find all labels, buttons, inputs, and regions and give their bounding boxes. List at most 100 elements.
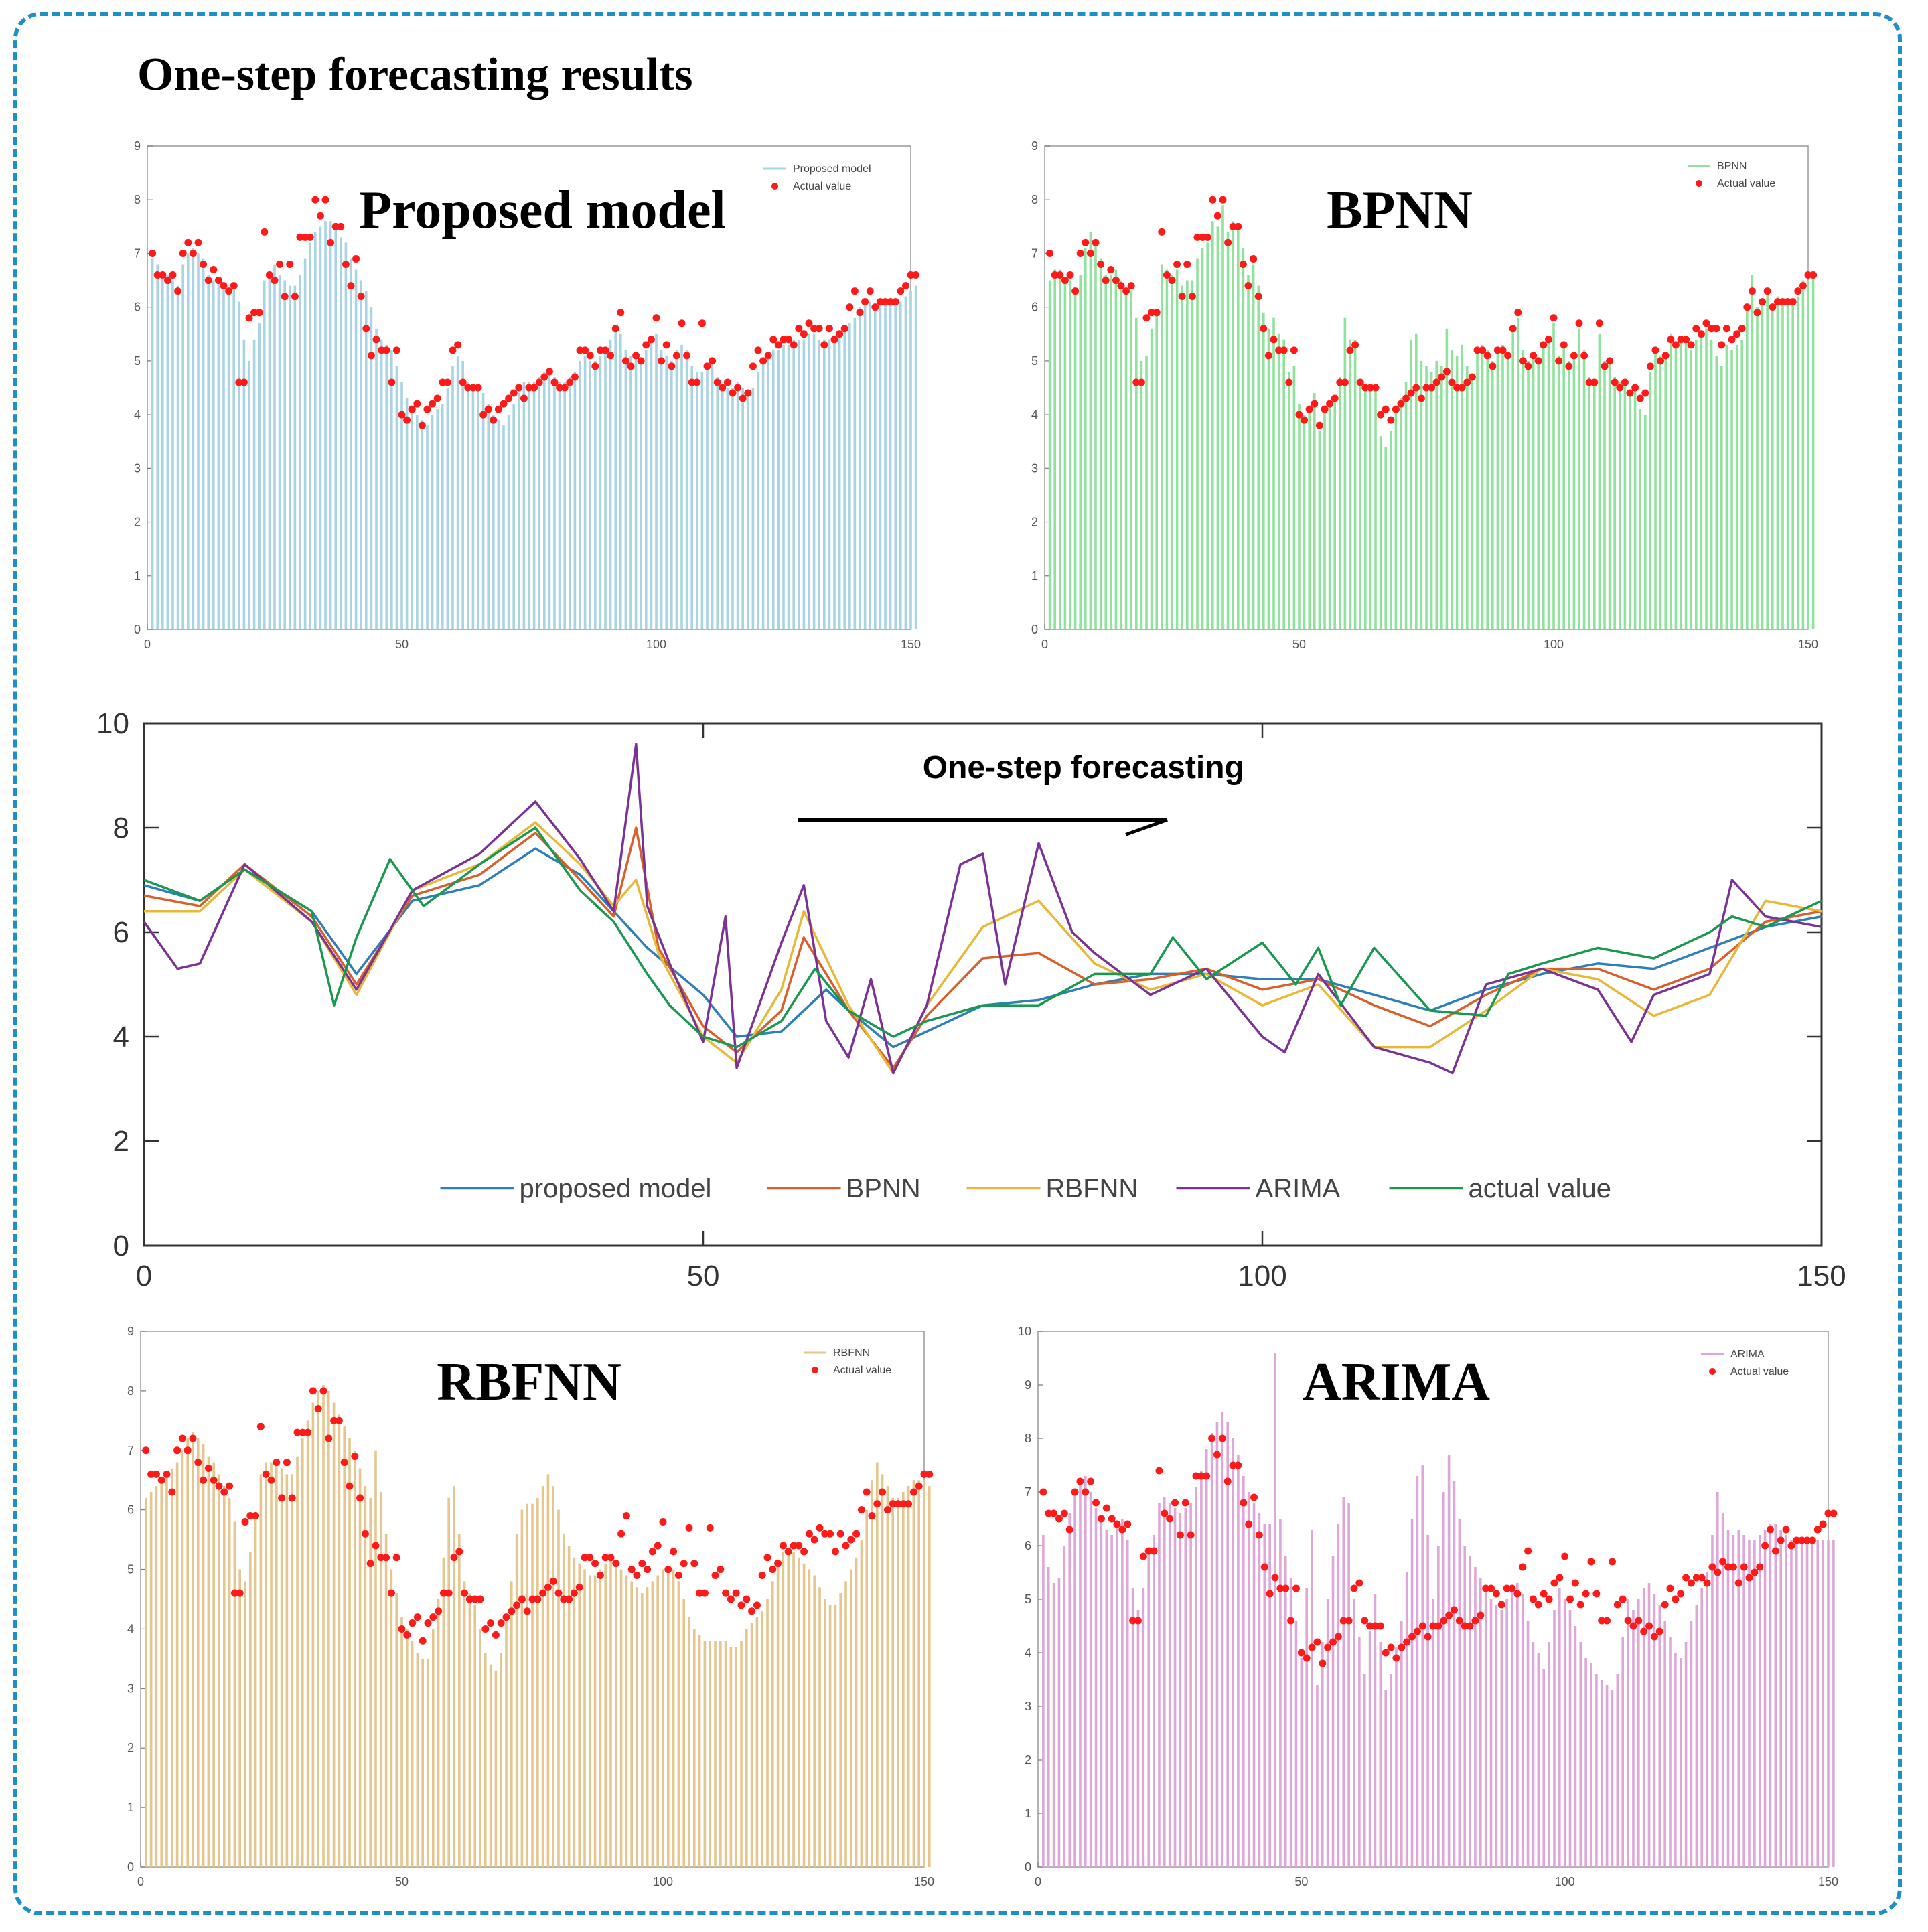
actual-value-marker (1197, 1472, 1205, 1480)
actual-value-marker (204, 1464, 212, 1472)
actual-value-marker (894, 1500, 902, 1508)
actual-value-marker (899, 1500, 907, 1508)
actual-value-marker (1387, 416, 1395, 424)
actual-value-marker (607, 352, 615, 360)
actual-value-marker (1657, 357, 1665, 365)
actual-value-marker (256, 1422, 265, 1430)
actual-value-marker (642, 341, 650, 349)
actual-value-marker (1566, 1595, 1574, 1603)
actual-value-marker (748, 1607, 756, 1615)
actual-value-marker (252, 1512, 260, 1520)
actual-value-marker (271, 277, 279, 285)
actual-value-marker (409, 1619, 417, 1627)
actual-value-marker (372, 1542, 380, 1550)
actual-value-marker (737, 1601, 745, 1609)
actual-value-marker (1203, 233, 1211, 241)
actual-value-marker (1255, 1531, 1263, 1539)
actual-value-marker (1773, 298, 1781, 306)
actual-value-marker (1556, 1574, 1564, 1582)
actual-value-marker (314, 1405, 322, 1413)
actual-value-marker (518, 1595, 526, 1603)
actual-value-marker (487, 1619, 495, 1627)
y-tick-label: 8 (1025, 1432, 1031, 1445)
actual-value-marker (525, 384, 533, 392)
actual-value-marker (1280, 346, 1288, 354)
actual-value-marker (1148, 309, 1156, 317)
actual-value-marker (727, 1595, 735, 1603)
actual-value-marker (1432, 378, 1440, 386)
actual-value-marker (1453, 384, 1461, 392)
actual-value-marker (754, 346, 762, 354)
actual-value-marker (278, 1494, 286, 1502)
actual-value-marker (1193, 233, 1201, 241)
actual-value-marker (685, 1524, 693, 1532)
actual-value-marker (1471, 1617, 1479, 1625)
actual-value-marker (1301, 416, 1309, 424)
actual-value-marker (836, 1530, 844, 1538)
actual-value-marker (1303, 1654, 1311, 1662)
legend-label-actual: Actual value (833, 1365, 891, 1376)
actual-value-marker (1606, 357, 1614, 365)
actual-value-marker (1066, 271, 1074, 279)
actual-value-marker (850, 287, 859, 295)
actual-value-marker (153, 271, 161, 279)
actual-value-marker (1434, 1622, 1442, 1630)
actual-value-marker (1264, 352, 1272, 360)
actual-value-marker (1287, 1617, 1295, 1625)
actual-value-marker (847, 1536, 855, 1544)
actual-value-marker (1311, 400, 1319, 408)
actual-value-marker (1592, 1590, 1601, 1598)
actual-value-marker (1346, 346, 1354, 354)
actual-value-marker (214, 277, 222, 285)
actual-value-marker (554, 1589, 563, 1597)
actual-value-marker (1313, 1638, 1321, 1646)
forecast-arrow-head (1125, 818, 1168, 836)
actual-value-marker (429, 400, 437, 408)
actual-value-marker (1271, 1574, 1279, 1582)
actual-value-marker (795, 1542, 803, 1550)
y-tick-label: 2 (113, 1125, 129, 1158)
actual-value-marker (439, 1589, 447, 1597)
actual-value-marker (492, 1631, 500, 1639)
actual-value-marker (1371, 384, 1380, 392)
actual-value-marker (1587, 1558, 1595, 1566)
y-tick-label: 4 (134, 408, 141, 421)
actual-value-marker (1366, 1622, 1374, 1630)
actual-value-marker (1540, 1590, 1548, 1598)
actual-value-marker (1613, 1601, 1621, 1609)
y-tick-label: 7 (134, 246, 141, 260)
actual-value-marker (535, 378, 543, 386)
x-tick-label: 100 (1555, 1875, 1575, 1888)
actual-value-marker (846, 303, 854, 311)
actual-value-marker (1646, 362, 1654, 370)
actual-value-marker (764, 352, 772, 360)
actual-value-marker (696, 1589, 704, 1597)
actual-value-marker (1571, 1579, 1579, 1587)
actual-value-marker (1722, 325, 1730, 333)
y-tick-label: 9 (1025, 1378, 1031, 1392)
actual-value-marker (1155, 1467, 1163, 1475)
actual-value-marker (1321, 405, 1329, 413)
actual-value-marker (586, 1554, 594, 1562)
actual-value-marker (1351, 341, 1359, 349)
legend-label-predicted: BPNN (1717, 161, 1747, 172)
actual-value-marker (1334, 1633, 1342, 1641)
actual-value-marker (1631, 384, 1639, 392)
actual-value-marker (723, 378, 731, 386)
forecast-annotation: One-step forecasting (923, 750, 1244, 786)
actual-value-marker (1387, 1643, 1395, 1651)
actual-value-marker (905, 1500, 913, 1508)
actual-value-marker (800, 1548, 808, 1556)
actual-value-marker (863, 1488, 871, 1496)
actual-value-marker (220, 282, 228, 290)
actual-value-marker (200, 260, 208, 268)
actual-value-marker (831, 1548, 839, 1556)
actual-value-marker (861, 298, 869, 306)
actual-value-marker (1219, 196, 1227, 204)
actual-value-marker (311, 196, 319, 204)
x-tick-label: 100 (1238, 1260, 1286, 1292)
actual-value-marker (1677, 336, 1685, 344)
actual-value-marker (1508, 1584, 1516, 1592)
actual-value-marker (1324, 1643, 1332, 1651)
